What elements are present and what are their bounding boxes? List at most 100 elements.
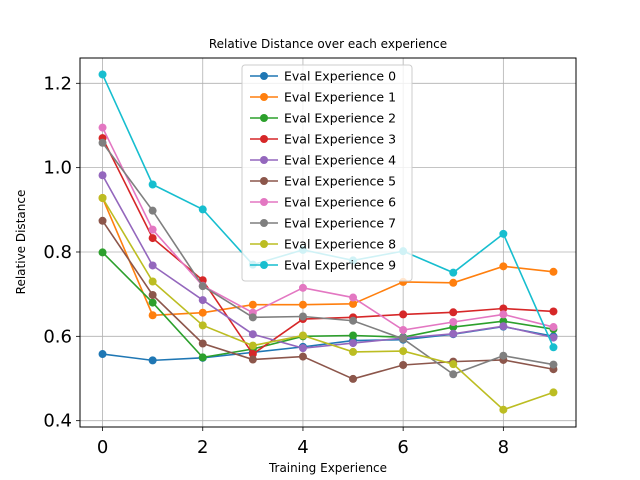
data-point: [349, 339, 358, 348]
legend-swatch-marker: [260, 93, 268, 101]
series-5: [98, 216, 558, 383]
data-point: [499, 262, 508, 271]
data-point: [98, 123, 107, 132]
series-line: [101, 142, 554, 376]
y-tick-label: 1.2: [43, 73, 72, 94]
data-point: [148, 311, 157, 320]
data-point: [298, 352, 307, 361]
data-point: [198, 339, 207, 348]
data-point: [449, 278, 458, 287]
data-point: [499, 405, 508, 414]
legend: Eval Experience 0 Eval Experience 1 Eval E…: [241, 64, 413, 282]
legend-swatch-marker: [260, 177, 268, 185]
data-point: [198, 205, 207, 214]
data-point: [98, 194, 107, 203]
data-point: [549, 388, 558, 397]
x-tick-label: 6: [397, 437, 408, 458]
data-point: [98, 70, 107, 79]
legend-label: Eval Experience 9: [284, 258, 396, 273]
x-tick-label: 0: [97, 437, 108, 458]
data-point: [248, 355, 257, 364]
data-point: [399, 326, 408, 335]
data-point: [499, 351, 508, 360]
data-point: [549, 323, 558, 332]
legend-swatch-marker: [260, 135, 268, 143]
series-line: [101, 127, 554, 331]
legend-label: Eval Experience 8: [284, 237, 396, 252]
series-8: [98, 194, 558, 414]
data-point: [248, 300, 257, 309]
legend-swatch-marker: [260, 114, 268, 122]
legend-swatch-marker: [260, 198, 268, 206]
data-point: [349, 374, 358, 383]
data-point: [449, 329, 458, 338]
legend-label: Eval Experience 4: [284, 153, 396, 168]
series-line: [101, 251, 554, 359]
series-7: [98, 138, 558, 379]
x-tick-label: 8: [498, 437, 509, 458]
series-line: [101, 197, 554, 317]
legend-item: Eval Experience 5: [250, 174, 396, 189]
legend-item: Eval Experience 6: [250, 195, 396, 210]
legend-label: Eval Experience 5: [284, 174, 396, 189]
y-axis: 0.4 0.6 0.8 1.0 1.2: [43, 73, 80, 432]
data-point: [248, 341, 257, 350]
data-point: [549, 360, 558, 369]
legend-swatch-marker: [260, 240, 268, 248]
data-point: [148, 180, 157, 189]
data-point: [298, 344, 307, 353]
legend-label: Eval Experience 3: [284, 132, 396, 147]
legend-box: [241, 64, 413, 282]
data-point: [549, 307, 558, 316]
legend-item: Eval Experience 7: [250, 216, 396, 231]
legend-item: Eval Experience 2: [250, 111, 396, 126]
legend-swatch-marker: [260, 156, 268, 164]
data-point: [349, 293, 358, 302]
data-point: [298, 312, 307, 321]
data-point: [148, 234, 157, 243]
data-point: [148, 225, 157, 234]
data-point: [198, 282, 207, 291]
data-point: [148, 356, 157, 365]
legend-item: Eval Experience 4: [250, 153, 396, 168]
legend-label: Eval Experience 7: [284, 216, 396, 231]
y-tick-label: 0.4: [43, 411, 72, 432]
legend-label: Eval Experience 2: [284, 111, 396, 126]
x-axis: 0 2 4 6 8: [97, 427, 509, 458]
data-point: [449, 308, 458, 317]
data-point: [298, 283, 307, 292]
data-point: [499, 229, 508, 238]
data-point: [248, 330, 257, 339]
legend-label: Eval Experience 0: [284, 69, 396, 84]
y-tick-label: 1.0: [43, 158, 72, 179]
data-point: [399, 347, 408, 356]
data-point: [549, 343, 558, 352]
legend-item: Eval Experience 3: [250, 132, 396, 147]
legend-label: Eval Experience 6: [284, 195, 396, 210]
data-point: [449, 317, 458, 326]
data-point: [499, 304, 508, 313]
data-point: [148, 206, 157, 215]
data-point: [549, 267, 558, 276]
data-point: [399, 334, 408, 343]
data-point: [198, 353, 207, 362]
legend-item: Eval Experience 1: [250, 90, 396, 105]
data-point: [499, 310, 508, 319]
legend-swatch-marker: [260, 261, 268, 269]
data-point: [98, 138, 107, 147]
y-tick-label: 0.6: [43, 326, 72, 347]
data-point: [248, 313, 257, 322]
legend-swatch-marker: [260, 72, 268, 80]
data-point: [148, 261, 157, 270]
data-point: [349, 299, 358, 308]
data-point: [298, 331, 307, 340]
data-point: [449, 360, 458, 369]
data-point: [449, 268, 458, 277]
series-line: [101, 220, 554, 380]
data-point: [98, 216, 107, 225]
data-point: [148, 277, 157, 286]
y-tick-label: 0.8: [43, 242, 72, 263]
data-point: [98, 171, 107, 180]
data-point: [349, 316, 358, 325]
